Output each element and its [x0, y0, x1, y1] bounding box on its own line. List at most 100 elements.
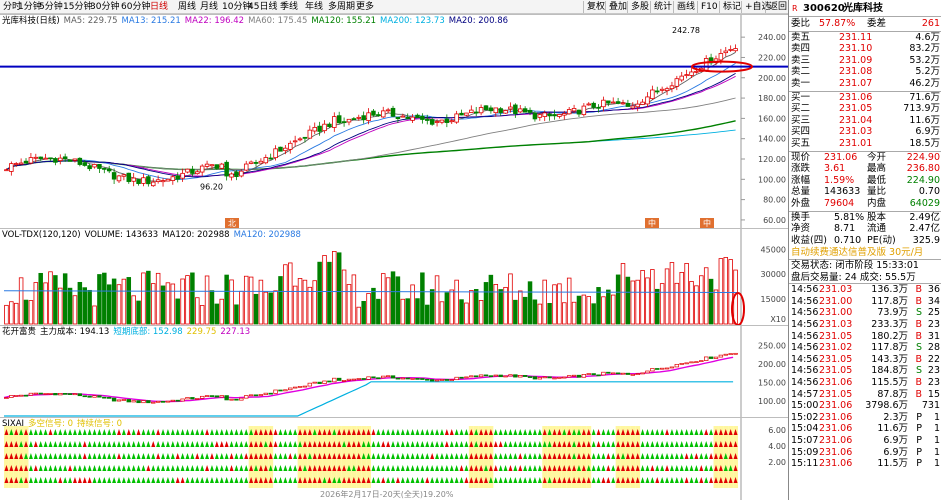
green-arrow-icon [107, 429, 112, 435]
green-arrow-icon [679, 477, 684, 483]
up-arrow-icon [356, 477, 361, 483]
green-arrow-icon [200, 429, 205, 435]
trade-cell: 231.06 [819, 377, 853, 388]
toolbar-button[interactable]: 返回 [765, 1, 790, 13]
up-arrow-icon [214, 441, 219, 447]
toolbar-button[interactable]: 标记 [719, 1, 744, 13]
signal-arrow-chart[interactable]: 6.00 4.00 2.00 [0, 418, 788, 500]
candle [185, 168, 190, 173]
up-arrow-icon [542, 429, 547, 435]
period-tab[interactable]: 月线 [200, 2, 219, 12]
cost-candle [439, 379, 445, 381]
toolbar-button[interactable]: 统计 [650, 1, 675, 13]
green-arrow-icon [420, 477, 425, 483]
period-tab[interactable]: 5分钟 [39, 2, 63, 12]
cost-candle [160, 400, 166, 403]
volume-chart[interactable]: 45000 30000 15000 X10 [0, 229, 788, 326]
period-tab[interactable]: 45日线 [248, 2, 278, 12]
volume-bar [635, 279, 640, 325]
toolbar-button[interactable]: 画线 [673, 1, 698, 13]
y-tick-label: 160.00 [758, 114, 786, 123]
cost-candle [508, 374, 513, 377]
up-arrow-icon [699, 465, 704, 471]
cost-indicator-chart[interactable]: 250.00 200.00 150.00 100.00 [0, 326, 788, 418]
green-arrow-icon [77, 465, 82, 471]
volume-bar [150, 283, 156, 325]
up-arrow-icon [518, 453, 523, 459]
volume-bar [28, 300, 34, 325]
period-tab[interactable]: 60分钟 [121, 2, 151, 12]
green-arrow-icon [640, 453, 645, 459]
cost-candle [376, 377, 381, 380]
candle [307, 129, 313, 139]
cost-candle [33, 392, 39, 395]
period-tab[interactable]: 周线 [178, 2, 197, 12]
toolbar-button[interactable]: 多股 [627, 1, 652, 13]
cost-candle [532, 376, 538, 380]
period-tab[interactable]: 日线 [150, 2, 169, 12]
main-kline-panel[interactable]: 光库科技(日线) MA5: 229.75 MA13: 215.21 MA22: 196… [0, 14, 788, 229]
period-tab[interactable]: 更多 [356, 2, 375, 12]
green-arrow-icon [498, 477, 503, 483]
cost-indicator-panel[interactable]: 花开富贵 主力成本: 194.13 短期底部: 152.98 229.75 227.13… [0, 325, 788, 418]
up-arrow-icon [254, 453, 259, 459]
candle [532, 112, 538, 120]
volume-bar [327, 261, 332, 325]
period-tab[interactable]: 分时 [3, 2, 22, 12]
green-arrow-icon [38, 465, 43, 471]
quote-text: 最高 [867, 163, 887, 175]
green-arrow-icon [709, 429, 714, 435]
green-arrow-icon [572, 453, 577, 459]
up-arrow-icon [317, 477, 322, 483]
candle [146, 176, 151, 185]
up-arrow-icon [469, 453, 474, 459]
candle [180, 172, 185, 179]
green-arrow-icon [28, 441, 33, 447]
candle [263, 157, 269, 164]
toolbar-button[interactable]: 叠加 [605, 1, 630, 13]
volume-bar [87, 289, 92, 325]
volume-bar [82, 287, 87, 325]
period-tab[interactable]: 季线 [280, 2, 299, 12]
period-tab[interactable]: 年线 [305, 2, 324, 12]
signal-indicator-panel[interactable]: SIXAI 多空信号: 0 持续信号: 0 6.00 4.00 2.00 2026年2月… [0, 417, 788, 500]
quote-text: 231.04 [839, 114, 873, 126]
up-arrow-icon [576, 453, 581, 459]
green-arrow-icon [650, 453, 655, 459]
green-arrow-icon [68, 453, 73, 459]
period-tab[interactable]: 10分钟 [222, 2, 252, 12]
candlestick-chart[interactable]: 240.00 220.00 200.00 180.00 160.00 140.00 120.… [0, 15, 788, 229]
period-tab[interactable]: 30分钟 [90, 2, 120, 12]
toolbar-button[interactable]: +自选 [741, 1, 774, 13]
green-arrow-icon [121, 465, 126, 471]
candle [684, 74, 689, 77]
up-arrow-icon [298, 453, 303, 459]
green-arrow-icon [430, 441, 435, 447]
green-arrow-icon [660, 465, 665, 471]
up-arrow-icon [136, 429, 141, 435]
up-arrow-icon [483, 453, 488, 459]
quote-text: 231.01 [839, 138, 873, 149]
up-arrow-icon [302, 453, 307, 459]
volume-bar [273, 290, 278, 325]
green-arrow-icon [660, 453, 665, 459]
period-tab[interactable]: 多周期 [328, 2, 356, 12]
legend-item: MA5: 229.75 [63, 16, 118, 26]
up-arrow-icon [635, 453, 640, 459]
trade-row: 14:56 231.03 233.3万 B 23 [789, 319, 941, 331]
toolbar-button[interactable]: 复权 [583, 1, 608, 13]
volume-panel[interactable]: VOL-TDX(120,120) VOLUME: 143633 MA120: 202… [0, 228, 788, 326]
period-tab[interactable]: 15分钟 [63, 2, 93, 12]
green-arrow-icon [503, 429, 508, 435]
cost-candle [606, 371, 611, 374]
up-arrow-icon [709, 477, 714, 483]
green-arrow-icon [97, 441, 102, 447]
up-arrow-icon [483, 477, 488, 483]
green-arrow-icon [704, 465, 709, 471]
green-arrow-icon [58, 453, 63, 459]
green-arrow-icon [381, 465, 386, 471]
volume-bar [503, 286, 508, 325]
green-arrow-icon [72, 441, 77, 447]
period-tab[interactable]: 1分钟 [18, 2, 42, 12]
toolbar-button[interactable]: F10 [697, 1, 721, 13]
